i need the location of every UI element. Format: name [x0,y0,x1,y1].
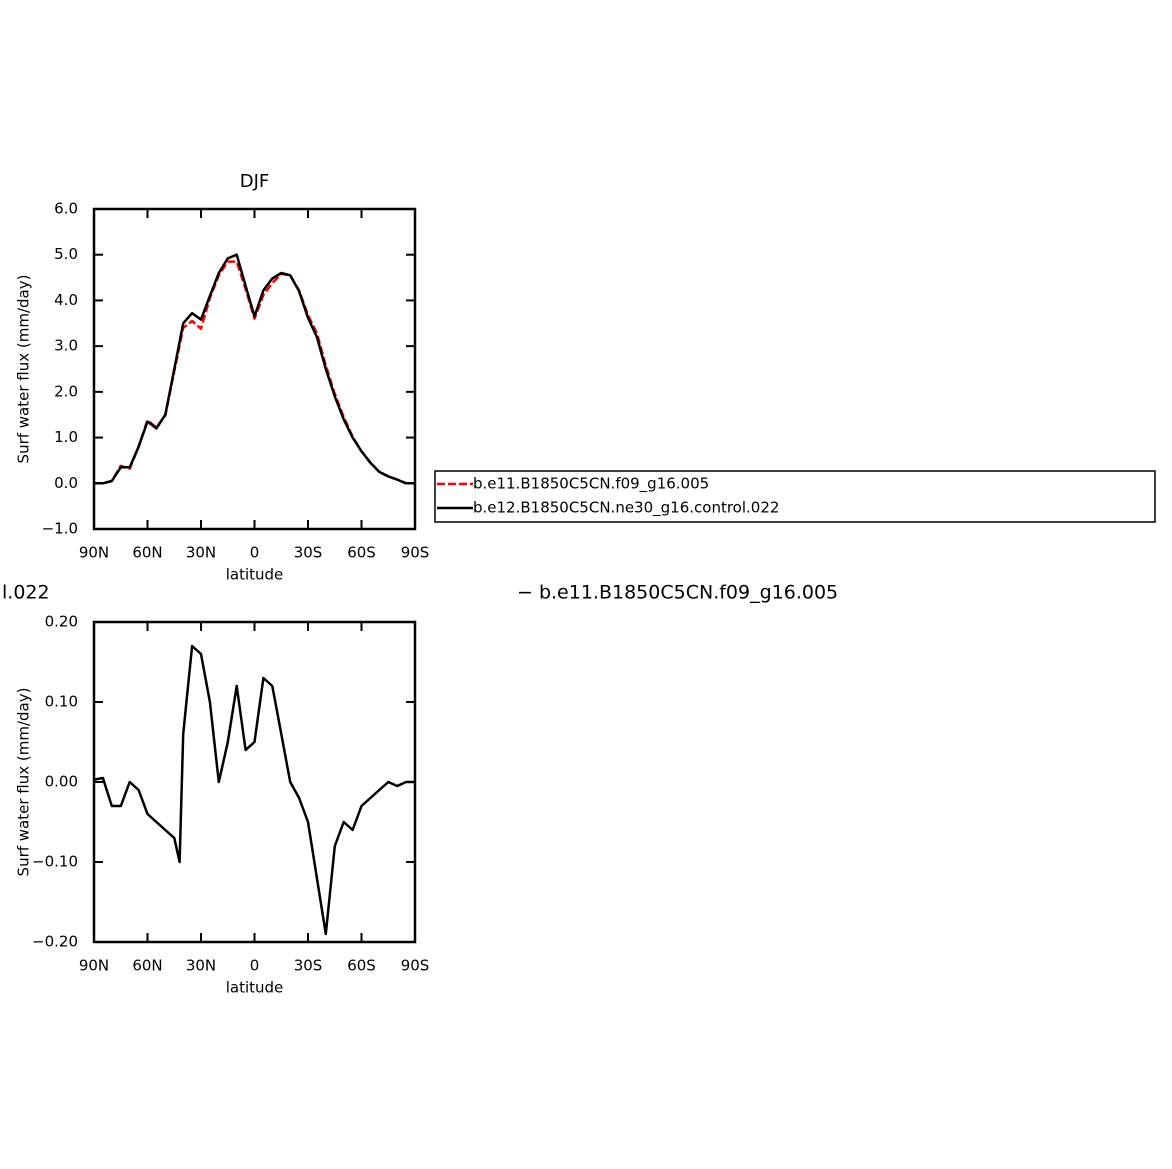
y-tick-label: 1.0 [54,428,78,446]
y-tick-label: 0.20 [45,613,78,631]
subtitle-left: l.022 [2,582,50,604]
plot-frame [92,207,417,531]
subtitle-right: − b.e11.B1850C5CN.f09_g16.005 [517,582,838,604]
x-axis-label: latitude [226,979,284,997]
series-line [94,253,415,485]
x-tick-label: 30N [186,957,216,975]
legend-box [434,470,1156,523]
y-tick-label: −1.0 [42,520,78,538]
x-tick-label: 90S [401,957,430,975]
y-axis-label: Surf water flux (mm/day) [15,275,33,464]
x-tick-label: 90N [79,544,109,562]
x-tick-label: 90N [79,957,109,975]
x-tick-label: 60S [347,544,376,562]
y-tick-label: −0.10 [32,853,78,871]
x-tick-label: 30S [294,957,323,975]
y-tick-label: 6.0 [54,200,78,218]
legend-label: b.e12.B1850C5CN.ne30_g16.control.022 [473,499,779,518]
x-tick-label: 0 [250,544,260,562]
y-tick-label: −0.20 [32,933,78,951]
series-line [93,644,415,936]
y-tick-label: 0.0 [54,474,78,492]
y-tick-label: 3.0 [54,337,78,355]
y-axis-label: Surf water flux (mm/day) [15,688,33,877]
x-tick-label: 0 [250,957,260,975]
y-tick-label: 2.0 [54,382,78,400]
x-tick-label: 60N [132,544,162,562]
chart-title: DJF [240,171,270,192]
plot-frame [92,620,417,944]
x-tick-label: 30S [294,544,323,562]
legend-label: b.e11.B1850C5CN.f09_g16.005 [473,475,709,494]
x-axis-label: latitude [226,566,284,584]
y-tick-label: 4.0 [54,291,78,309]
series-line [94,260,415,485]
y-tick-label: 0.10 [45,693,78,711]
x-tick-label: 60N [132,957,162,975]
y-tick-label: 0.00 [45,773,78,791]
x-tick-label: 30N [186,544,216,562]
x-tick-label: 60S [347,957,376,975]
y-tick-label: 5.0 [54,245,78,263]
x-tick-label: 90S [401,544,430,562]
